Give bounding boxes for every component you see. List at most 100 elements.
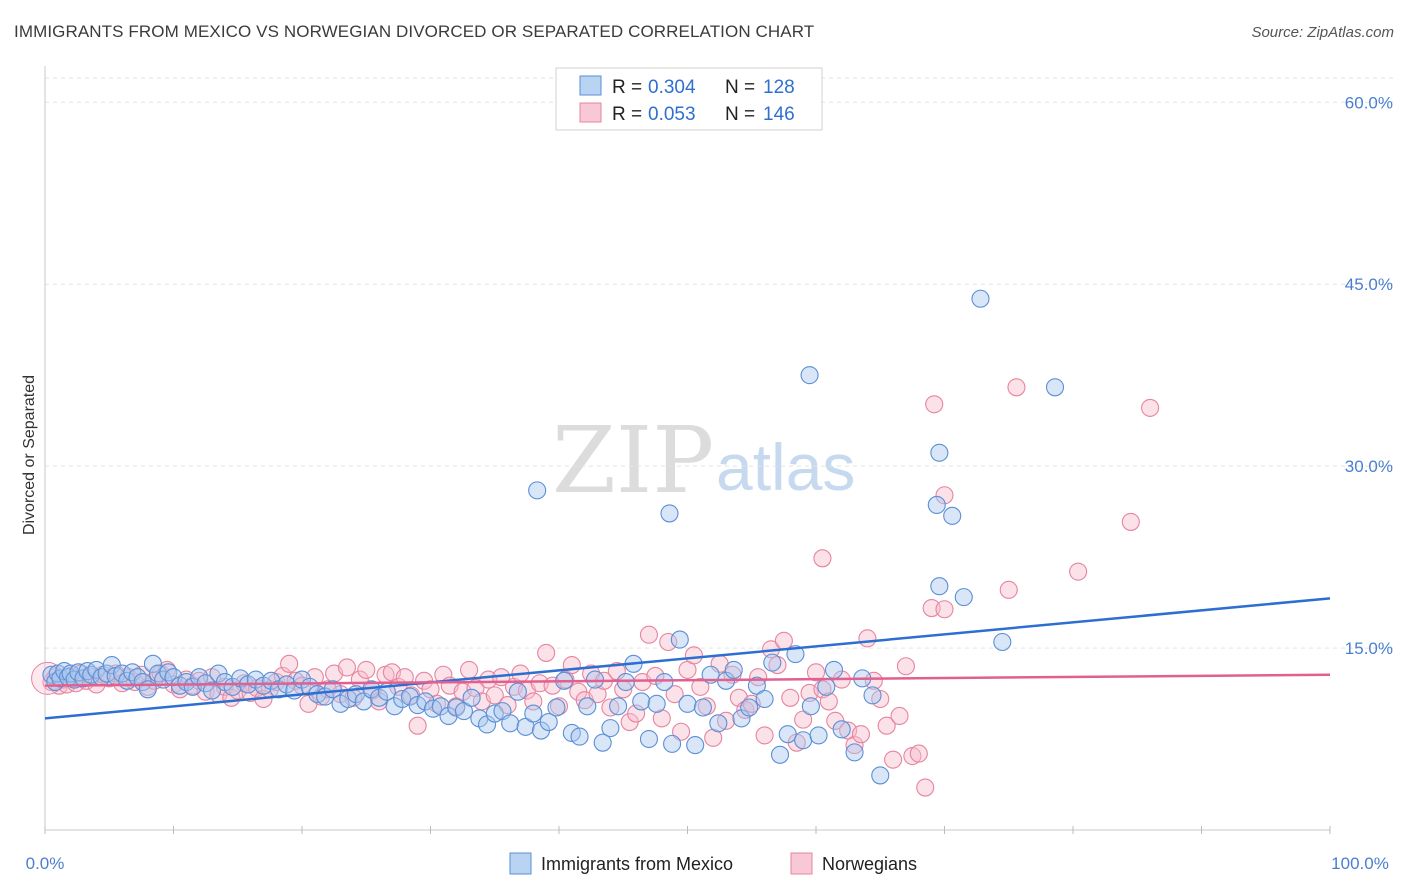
mexico-point bbox=[516, 717, 535, 736]
mexico-point bbox=[678, 694, 697, 713]
norwegians-point bbox=[408, 716, 427, 735]
norwegians-point bbox=[819, 692, 838, 711]
mexico-point bbox=[138, 680, 157, 699]
norwegians-point bbox=[896, 657, 916, 676]
mexico-point bbox=[845, 743, 864, 762]
legend-n-value-2: 146 bbox=[763, 104, 795, 125]
mexico-point bbox=[1045, 378, 1065, 397]
bottom-legend-label-norwegians: Norwegians bbox=[822, 854, 917, 874]
watermark-atlas: atlas bbox=[716, 430, 855, 504]
legend-r-value-2: 0.053 bbox=[648, 104, 696, 125]
mexico-point bbox=[431, 697, 450, 716]
mexico-point bbox=[639, 729, 659, 749]
mexico-point bbox=[524, 704, 543, 723]
bottom-legend-swatch-norwegians bbox=[790, 852, 813, 875]
watermark-zip: ZIP bbox=[552, 407, 714, 514]
mexico-points bbox=[42, 289, 1065, 785]
mexico-point bbox=[763, 653, 782, 672]
norwegians-point bbox=[639, 625, 659, 644]
norwegians-trend-line bbox=[44, 673, 1331, 687]
mexico-point bbox=[508, 682, 527, 701]
x-tick-label: 0.0% bbox=[26, 854, 65, 873]
norwegians-point bbox=[845, 736, 864, 755]
correlation-legend: R = 0.304 N = 128 R = 0.053 N = 146 bbox=[555, 67, 823, 131]
norwegians-point bbox=[627, 704, 646, 723]
norwegians-point bbox=[704, 728, 723, 747]
mexico-point bbox=[385, 697, 404, 716]
mexico-point bbox=[740, 698, 759, 717]
norwegians-point bbox=[601, 698, 620, 717]
norwegians-point bbox=[691, 677, 710, 696]
norwegians-point bbox=[806, 663, 826, 682]
mexico-point bbox=[647, 694, 666, 713]
mexico-point bbox=[770, 745, 790, 764]
legend-n-label-2: N = bbox=[725, 104, 755, 125]
norwegians-point bbox=[909, 744, 928, 763]
legend-n-label-1: N = bbox=[725, 77, 755, 98]
mexico-point bbox=[930, 577, 949, 596]
y-tick-label: 30.0% bbox=[1345, 457, 1393, 476]
series-legend: Immigrants from Mexico Norwegians bbox=[509, 852, 917, 875]
norwegians-point bbox=[537, 643, 556, 662]
source-note: Source: ZipAtlas.com bbox=[1251, 24, 1394, 41]
mexico-point bbox=[863, 686, 882, 705]
mexico-point bbox=[809, 726, 828, 745]
mexico-trend-line bbox=[44, 597, 1331, 720]
norwegians-point bbox=[280, 654, 299, 673]
mexico-point bbox=[800, 366, 819, 385]
x-tick-labels: 0.0% 100.0% bbox=[26, 854, 1389, 873]
mexico-point bbox=[755, 689, 774, 709]
y-tick-label: 60.0% bbox=[1345, 93, 1393, 112]
norwegians-point bbox=[498, 696, 517, 715]
mexico-point bbox=[709, 714, 728, 733]
mexico-point bbox=[954, 588, 973, 607]
mexico-point bbox=[143, 654, 162, 673]
mexico-point bbox=[585, 670, 605, 689]
mexico-point bbox=[832, 720, 851, 739]
norwegians-point bbox=[337, 658, 357, 677]
mexico-point bbox=[454, 702, 473, 721]
mexico-point bbox=[670, 630, 689, 649]
norwegians-point bbox=[935, 486, 954, 505]
mexico-point bbox=[801, 697, 820, 716]
mexico-point bbox=[927, 495, 946, 514]
norwegians-point bbox=[781, 688, 800, 707]
norwegians-point bbox=[672, 722, 691, 741]
norwegians-point bbox=[922, 598, 941, 618]
norwegians-point bbox=[925, 395, 944, 414]
norwegians-point bbox=[794, 710, 813, 729]
legend-swatch-mexico bbox=[579, 75, 602, 96]
norwegians-point bbox=[684, 646, 703, 665]
legend-r-label-2: R = bbox=[612, 104, 642, 125]
mexico-point bbox=[655, 672, 674, 692]
axes bbox=[44, 66, 1331, 834]
norwegians-point bbox=[485, 686, 504, 705]
mexico-point bbox=[993, 632, 1012, 652]
mexico-point bbox=[528, 481, 547, 500]
mexico-point bbox=[570, 727, 589, 746]
norwegians-point bbox=[813, 549, 832, 568]
norwegians-point bbox=[877, 716, 896, 735]
trend-lines bbox=[44, 597, 1331, 720]
norwegians-point bbox=[774, 631, 793, 650]
bottom-legend-label-mexico: Immigrants from Mexico bbox=[541, 854, 733, 874]
mexico-point bbox=[539, 713, 558, 732]
norwegians-point bbox=[1141, 398, 1160, 417]
mexico-point bbox=[747, 676, 766, 695]
norwegians-point bbox=[665, 685, 684, 704]
mexico-point bbox=[663, 734, 682, 753]
mexico-point bbox=[817, 677, 836, 696]
mexico-point bbox=[686, 736, 705, 755]
norwegians-point bbox=[755, 726, 774, 745]
norwegians-point bbox=[1069, 562, 1088, 581]
mexico-point bbox=[943, 506, 962, 525]
norwegians-point bbox=[864, 671, 883, 690]
norwegians-point bbox=[1007, 378, 1026, 397]
norwegians-point bbox=[884, 750, 903, 769]
norwegians-point bbox=[916, 778, 935, 797]
bottom-legend-swatch-mexico bbox=[509, 852, 532, 875]
mexico-point bbox=[930, 443, 949, 462]
norwegians-point bbox=[659, 632, 678, 652]
mexico-point bbox=[203, 681, 222, 700]
